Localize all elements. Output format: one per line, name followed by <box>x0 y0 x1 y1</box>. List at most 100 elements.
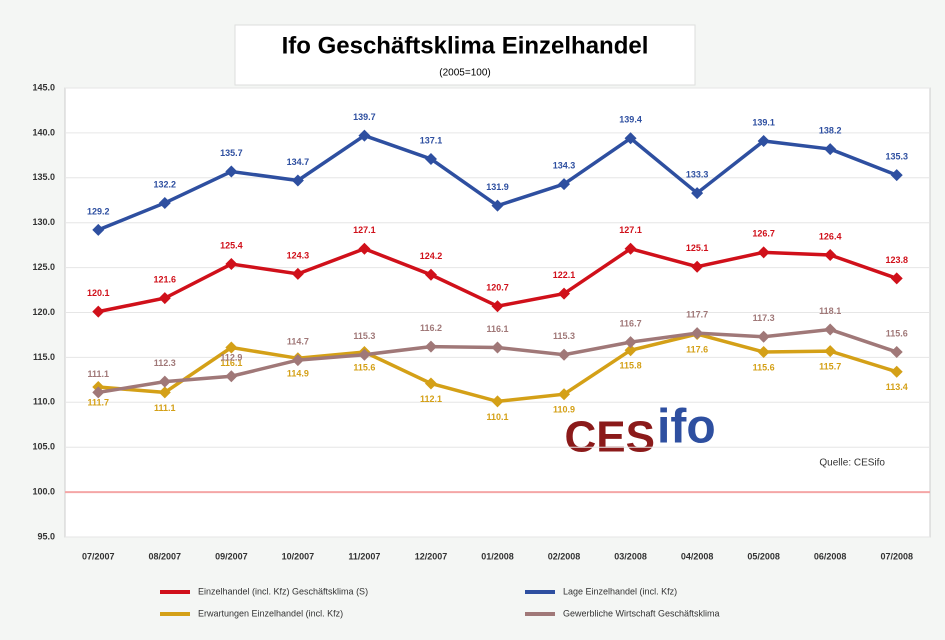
data-label: 117.3 <box>753 313 775 323</box>
x-tick-label: 05/2008 <box>747 551 780 561</box>
point <box>424 152 437 165</box>
point <box>558 388 571 401</box>
point <box>225 165 238 178</box>
point <box>491 341 504 354</box>
data-label: 125.4 <box>220 240 243 250</box>
point <box>92 223 105 236</box>
data-label: 133.3 <box>686 169 709 179</box>
y-tick-label: 130.0 <box>32 217 55 227</box>
data-label: 125.1 <box>686 243 709 253</box>
data-label: 115.6 <box>886 328 908 338</box>
legend-label: Erwartungen Einzelhandel (incl. Kfz) <box>198 608 343 618</box>
data-label: 127.1 <box>353 225 376 235</box>
data-label: 120.7 <box>486 283 509 293</box>
point <box>691 327 704 340</box>
x-tick-label: 11/2007 <box>348 551 380 561</box>
point <box>757 246 770 259</box>
y-tick-label: 145.0 <box>32 82 55 92</box>
source: Quelle: CESifo <box>819 458 885 469</box>
x-tick-label: 07/2008 <box>880 551 913 561</box>
point <box>424 268 437 281</box>
point <box>491 395 504 408</box>
y-tick-label: 110.0 <box>33 397 55 407</box>
point <box>624 242 637 255</box>
data-label: 115.6 <box>753 362 775 372</box>
logo-left: CES <box>565 413 655 462</box>
logo-right: ifo <box>657 401 716 454</box>
data-label: 115.6 <box>353 362 375 372</box>
point <box>158 292 171 305</box>
data-label: 115.3 <box>353 331 375 341</box>
data-label: 117.7 <box>686 310 708 320</box>
chart-title: Ifo Geschäftsklima Einzelhandel <box>282 32 649 59</box>
x-tick-label: 10/2007 <box>282 551 315 561</box>
data-label: 123.8 <box>885 255 908 265</box>
data-label: 117.6 <box>686 344 708 354</box>
data-label: 131.9 <box>486 182 509 192</box>
x-tick-label: 01/2008 <box>481 551 514 561</box>
x-tick-label: 07/2007 <box>82 551 115 561</box>
point <box>424 340 437 353</box>
point <box>424 377 437 390</box>
point <box>757 346 770 359</box>
point <box>890 365 903 378</box>
point <box>92 305 105 318</box>
data-label: 113.4 <box>886 382 908 392</box>
data-label: 112.1 <box>420 394 442 404</box>
point <box>92 386 105 399</box>
point <box>158 375 171 388</box>
x-tick-label: 06/2008 <box>814 551 847 561</box>
data-label: 116.1 <box>220 358 242 368</box>
data-label: 116.2 <box>420 323 442 333</box>
data-label: 116.1 <box>486 324 508 334</box>
point <box>624 336 637 349</box>
data-label: 115.7 <box>819 361 841 371</box>
x-tick-label: 02/2008 <box>548 551 581 561</box>
point <box>824 249 837 262</box>
data-label: 124.2 <box>420 251 443 261</box>
y-tick-label: 95.0 <box>37 531 55 541</box>
data-label: 126.4 <box>819 231 842 241</box>
y-tick-label: 120.0 <box>32 307 55 317</box>
data-label: 112.9 <box>220 353 242 363</box>
point <box>291 174 304 187</box>
data-label: 135.3 <box>885 151 908 161</box>
data-label: 132.2 <box>154 179 177 189</box>
data-label: 112.3 <box>154 358 176 368</box>
data-label: 114.7 <box>287 336 309 346</box>
point <box>824 143 837 156</box>
point <box>691 187 704 200</box>
point <box>824 345 837 358</box>
data-label: 129.2 <box>87 206 110 216</box>
point <box>225 341 238 354</box>
point <box>491 300 504 313</box>
point <box>358 242 371 255</box>
point <box>291 267 304 280</box>
data-label: 118.1 <box>819 306 841 316</box>
data-label: 134.7 <box>287 157 310 167</box>
data-label: 124.3 <box>287 250 310 260</box>
x-tick-label: 03/2008 <box>614 551 647 561</box>
data-label: 127.1 <box>619 225 642 235</box>
point <box>691 260 704 273</box>
point <box>624 132 637 145</box>
data-label: 110.9 <box>553 405 575 415</box>
data-label: 122.1 <box>553 270 576 280</box>
point <box>757 134 770 147</box>
title-box <box>234 24 696 86</box>
data-label: 115.8 <box>620 361 642 371</box>
point <box>358 129 371 142</box>
data-label: 138.2 <box>819 125 842 135</box>
y-tick-label: 105.0 <box>32 442 55 452</box>
data-label: 139.1 <box>752 117 775 127</box>
data-label: 137.1 <box>420 135 443 145</box>
legend-label: Gewerbliche Wirtschaft Geschäftsklima <box>563 608 720 618</box>
y-tick-label: 135.0 <box>32 172 55 182</box>
legend-label: Einzelhandel (incl. Kfz) Geschäftsklima … <box>198 586 368 596</box>
point <box>225 370 238 383</box>
data-label: 116.7 <box>620 319 642 329</box>
legend-label: Lage Einzelhandel (incl. Kfz) <box>563 586 677 596</box>
data-label: 120.1 <box>87 288 110 298</box>
point <box>624 344 637 357</box>
